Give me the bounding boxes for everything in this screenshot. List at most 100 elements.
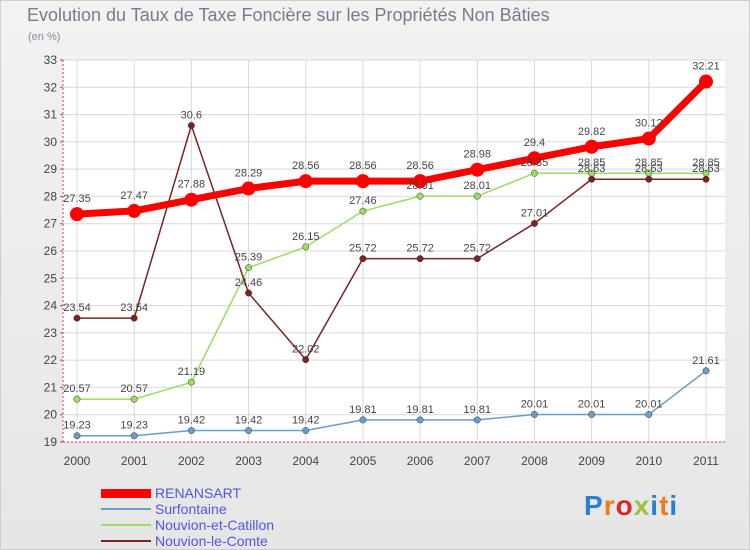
chart-subtitle: (en %) (28, 31, 61, 43)
data-point (531, 410, 538, 418)
data-label: 27.35 (63, 193, 91, 205)
legend-label: Surfontaine (155, 501, 227, 517)
data-label: 21.19 (178, 366, 206, 378)
data-point (588, 175, 596, 183)
data-point (127, 203, 142, 218)
data-label: 23.54 (120, 302, 148, 314)
data-label: 28.63 (692, 163, 720, 175)
data-label: 20.57 (63, 383, 91, 395)
data-label: 19.23 (63, 420, 91, 432)
data-point (245, 289, 252, 297)
data-point (473, 255, 481, 263)
legend-item: RENANSART (101, 485, 274, 501)
data-label: 28.63 (635, 163, 663, 175)
data-label: 20.01 (578, 398, 606, 410)
data-point (641, 131, 656, 146)
data-label: 29.4 (524, 137, 545, 149)
data-point (588, 410, 596, 418)
data-point (413, 174, 428, 189)
data-point (130, 395, 138, 403)
data-point (416, 192, 424, 200)
y-tick-label: 33 (44, 53, 58, 67)
data-point (302, 356, 310, 364)
data-label: 28.56 (406, 160, 434, 172)
data-point (645, 175, 653, 183)
series-line-RENANSART (76, 79, 709, 218)
data-label: 28.01 (464, 180, 492, 192)
x-tick-label: 2011 (693, 454, 719, 468)
data-point (245, 427, 252, 434)
data-label: 19.42 (235, 415, 263, 427)
data-point (70, 207, 84, 222)
data-point (416, 255, 424, 263)
data-label: 28.85 (521, 157, 549, 169)
series-line-Nouvion-le-Comte (77, 124, 706, 361)
data-label: 28.85 (692, 157, 720, 169)
data-label: 19.81 (464, 404, 492, 416)
legend-swatch (101, 524, 151, 526)
legend-swatch (101, 540, 151, 542)
x-tick-label: 2003 (235, 454, 262, 468)
y-tick-label: 30 (44, 135, 58, 149)
data-point (531, 169, 538, 177)
x-tick-label: 2005 (350, 454, 377, 468)
legend-swatch (101, 488, 151, 498)
data-label: 27.88 (178, 179, 206, 191)
data-point (645, 410, 653, 418)
data-label: 27.47 (120, 190, 148, 202)
y-tick-label: 29 (44, 162, 58, 176)
data-point (527, 151, 542, 166)
y-tick-label: 28 (44, 189, 58, 203)
y-tick-label: 22 (44, 353, 58, 367)
y-tick-label: 31 (44, 108, 58, 122)
data-label: 21.61 (692, 355, 720, 367)
data-point (473, 416, 481, 424)
data-label: 28.98 (464, 149, 492, 161)
series-line-Surfontaine (77, 370, 707, 437)
x-tick-label: 2009 (578, 454, 605, 468)
data-label: 28.63 (578, 163, 606, 175)
y-tick-label: 23 (44, 326, 58, 340)
data-label: 19.42 (178, 415, 206, 427)
data-point (359, 255, 367, 263)
data-point (359, 416, 367, 424)
y-tick-label: 25 (44, 271, 58, 285)
data-point (531, 219, 538, 227)
y-tick-label: 26 (44, 244, 58, 258)
x-tick-label: 2007 (464, 454, 491, 468)
data-label: 19.81 (406, 404, 434, 416)
data-point (702, 175, 710, 183)
data-point (187, 427, 195, 434)
data-label: 19.23 (120, 420, 148, 432)
y-tick-label: 20 (44, 408, 58, 422)
data-point (699, 74, 713, 89)
data-label: 29.82 (578, 126, 606, 138)
data-label: 28.85 (578, 157, 606, 169)
x-tick-label: 2006 (407, 454, 434, 468)
data-label: 30.12 (635, 118, 663, 130)
data-point (245, 264, 252, 272)
y-tick-label: 27 (44, 217, 58, 231)
x-tick-label: 2000 (64, 454, 91, 468)
x-tick-label: 2002 (178, 454, 205, 468)
data-label: 27.46 (349, 195, 377, 207)
data-point (359, 207, 367, 215)
x-tick-label: 2001 (121, 454, 148, 468)
data-label: 19.81 (349, 404, 377, 416)
data-label: 32.21 (692, 61, 720, 73)
y-tick-label: 21 (44, 380, 58, 394)
data-label: 25.39 (235, 252, 263, 264)
data-point (473, 192, 481, 200)
data-label: 25.72 (349, 243, 377, 255)
x-tick-label: 2008 (521, 454, 548, 468)
data-label: 22.02 (292, 344, 320, 356)
x-tick-label: 2004 (292, 454, 319, 468)
data-label: 25.72 (406, 243, 434, 255)
data-point (130, 314, 138, 322)
y-tick-label: 24 (44, 299, 58, 313)
legend: RENANSART Surfontaine Nouvion-et-Catillon N… (101, 485, 274, 549)
chart-title: Evolution du Taux de Taxe Foncière sur l… (27, 5, 550, 25)
legend-item: Nouvion-et-Catillon (101, 517, 274, 533)
data-label: 28.56 (349, 160, 377, 172)
data-point (584, 139, 599, 154)
